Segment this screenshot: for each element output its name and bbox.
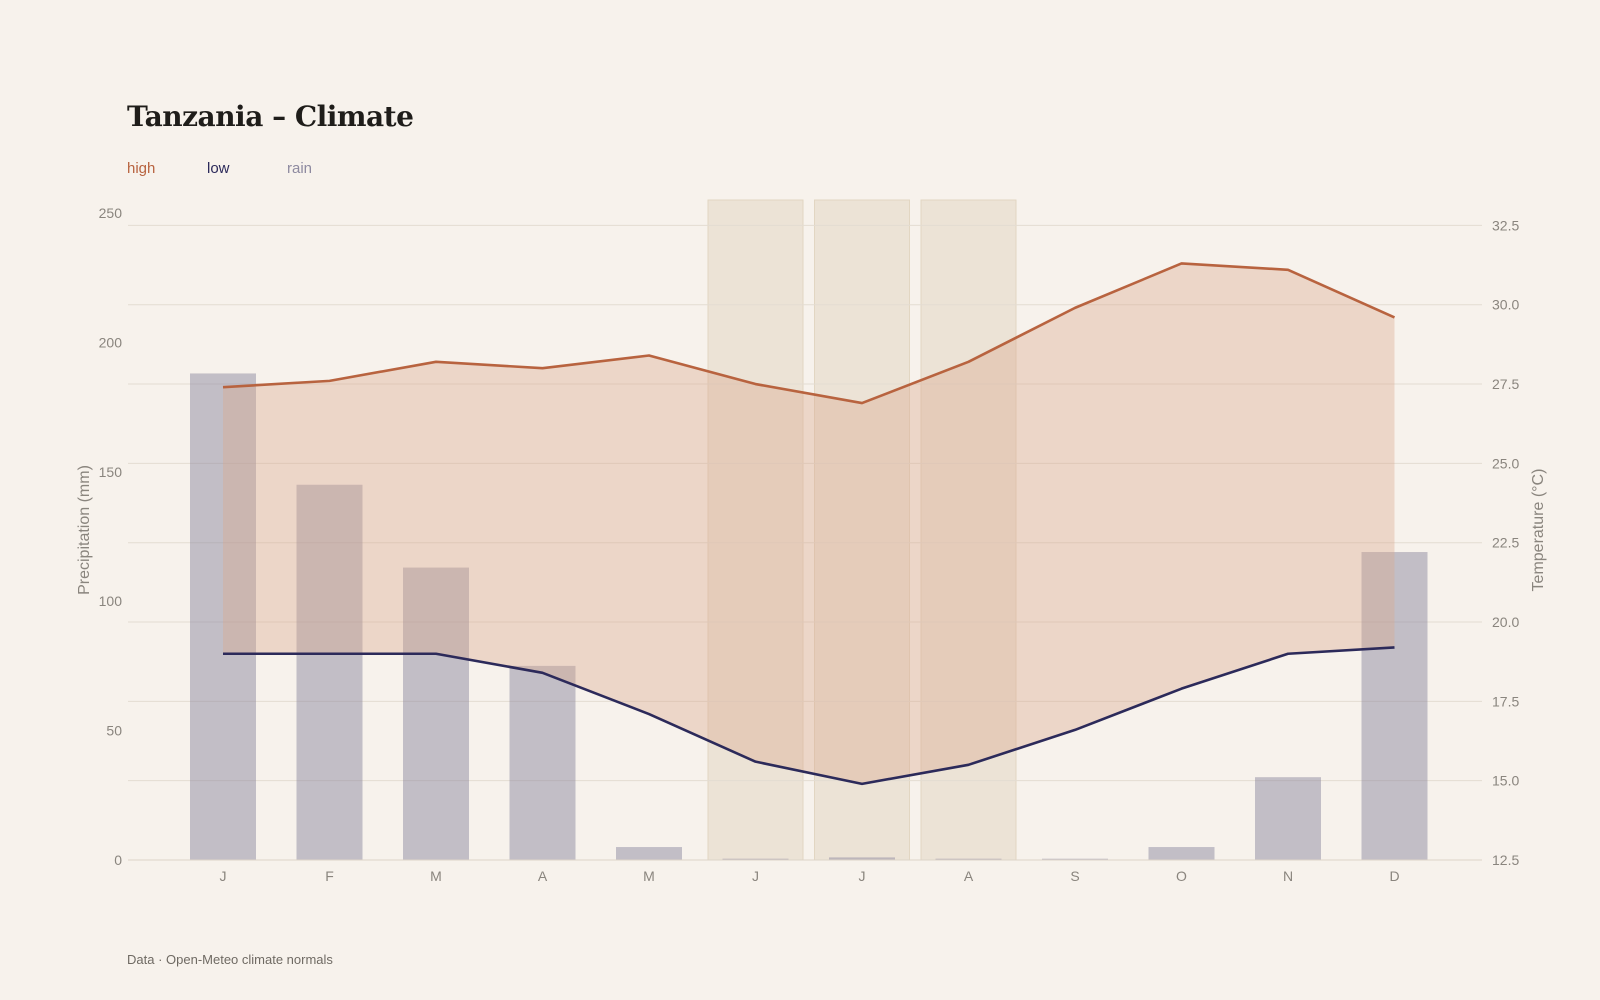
rain-bar [1255,777,1321,860]
right-tick-label: 25.0 [1492,455,1519,471]
x-tick-label: A [538,868,548,884]
right-tick-label: 22.5 [1492,535,1519,551]
x-tick-label: A [964,868,974,884]
high-line [222,262,1396,405]
x-tick-label: J [859,868,866,884]
rain-bar [1148,847,1215,860]
left-tick-label: 0 [114,852,122,868]
right-tick-label: 27.5 [1492,376,1519,392]
right-tick-label: 20.0 [1492,614,1519,630]
left-tick-label: 50 [106,723,122,739]
highlight-band [814,199,910,861]
right-tick-label: 12.5 [1492,852,1519,868]
x-tick-label: S [1070,868,1079,884]
right-tick-label: 32.5 [1492,217,1519,233]
rain-bar [722,858,789,860]
right-tick-label: 15.0 [1492,773,1519,789]
right-tick-label: 30.0 [1492,297,1519,313]
left-tick-label: 100 [99,593,123,609]
rain-bar [616,847,682,860]
chart-title: Tanzania – Climate [127,100,414,133]
x-tick-label: D [1389,868,1399,884]
highlight-band [707,199,804,861]
rain-bar [403,567,469,860]
rain-bar [935,858,1002,860]
rain-bar [829,857,895,860]
highlight-band [920,199,1017,861]
legend-item-low: low [207,160,230,177]
legend-item-rain: rain [287,160,313,177]
x-tick-label: O [1176,868,1187,884]
x-tick-label: J [752,868,759,884]
left-tick-label: 250 [99,205,123,221]
x-tick-label: M [643,868,655,884]
low-line [223,646,1395,786]
temperature-range-area [223,263,1395,784]
right-tick-label: 17.5 [1492,693,1519,709]
x-tick-label: M [430,868,442,884]
right-axis-title: Temperature (°C) [1530,469,1547,592]
rain-bar [190,373,256,860]
x-tick-label: J [220,868,227,884]
rain-bar [1361,552,1428,860]
left-tick-label: 150 [99,464,123,480]
rain-bar [296,484,363,860]
left-axis-title: Precipitation (mm) [76,465,93,595]
x-tick-label: N [1283,868,1293,884]
x-tick-label: F [325,868,334,884]
source-note: Data · Open-Meteo climate normals [127,952,333,967]
rain-bar [509,665,576,860]
rain-bar [1042,858,1108,860]
legend-item-high: high [127,160,156,177]
left-tick-label: 200 [99,334,123,350]
